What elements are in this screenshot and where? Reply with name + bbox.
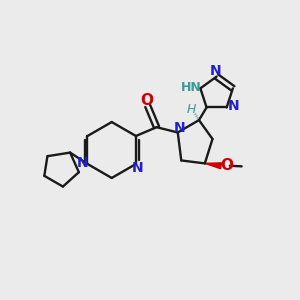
- Text: N: N: [210, 64, 221, 78]
- Text: HN: HN: [181, 81, 201, 94]
- Text: N: N: [173, 122, 185, 135]
- Text: N: N: [227, 99, 239, 113]
- Polygon shape: [205, 163, 221, 169]
- Text: H: H: [186, 103, 196, 116]
- Text: N: N: [132, 160, 144, 175]
- Text: O: O: [140, 94, 153, 109]
- Text: N: N: [76, 155, 88, 170]
- Text: O: O: [220, 158, 233, 173]
